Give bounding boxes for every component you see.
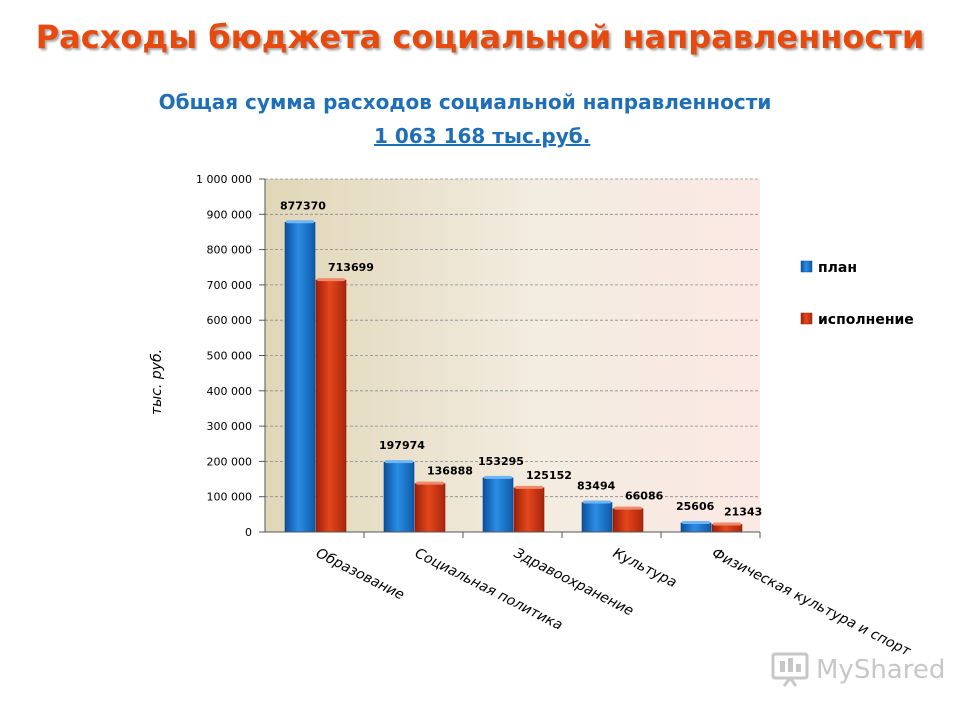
bar-plan-cap — [484, 475, 512, 479]
bar-plan-cap — [286, 220, 314, 224]
data-label-execution: 125152 — [526, 469, 572, 482]
bar-plan — [680, 522, 712, 533]
data-label-plan: 197974 — [379, 439, 425, 452]
legend: план исполнение — [800, 260, 914, 328]
y-tick-label: 1 000 000 — [196, 173, 252, 186]
data-label-plan: 877370 — [280, 199, 326, 212]
x-category-label: Физическая культура и спорт — [709, 545, 913, 660]
bar-execution-cap — [416, 481, 444, 485]
page-title: Расходы бюджета социальной направленност… — [35, 18, 925, 56]
watermark-text: MyShared — [816, 655, 946, 685]
page-subtitle: Общая сумма расходов социальной направле… — [158, 90, 772, 114]
data-label-plan: 83494 — [577, 480, 616, 493]
bar-execution-cap — [614, 506, 642, 510]
bar-plan-cap — [682, 520, 710, 524]
bar-execution-cap — [713, 522, 741, 526]
bar-plan — [581, 502, 613, 533]
y-tick-label: 400 000 — [207, 385, 253, 398]
legend-label-execution: исполнение — [818, 312, 914, 328]
data-label-plan: 153295 — [478, 455, 524, 468]
legend-label-plan: план — [818, 260, 857, 276]
data-label-plan: 25606 — [676, 500, 715, 513]
legend-swatch-execution — [800, 312, 813, 325]
bar-execution — [612, 508, 644, 533]
bar-execution — [513, 487, 545, 533]
bar-execution — [711, 524, 743, 533]
x-category-label: Образование — [313, 545, 407, 603]
y-tick-label: 900 000 — [207, 208, 253, 221]
bar-plan — [383, 461, 415, 533]
data-label-execution: 21343 — [724, 505, 762, 518]
y-tick-label: 600 000 — [207, 314, 253, 327]
y-tick-label: 200 000 — [207, 455, 253, 468]
watermark-logo: MyShared — [770, 652, 945, 688]
bar-execution-cap — [317, 278, 345, 282]
presentation-icon — [771, 652, 809, 687]
y-tick-label: 700 000 — [207, 279, 253, 292]
bar-plan — [482, 477, 514, 533]
data-label-execution: 136888 — [427, 465, 473, 478]
bar-plan-cap — [583, 500, 611, 504]
y-axis-label: тыс. руб. — [149, 349, 165, 415]
bar-execution-cap — [515, 485, 543, 489]
y-tick-label: 100 000 — [207, 491, 253, 504]
bar-execution — [315, 279, 347, 533]
y-tick-label: 500 000 — [207, 350, 253, 363]
data-label-execution: 713699 — [328, 261, 374, 274]
y-tick-label: 800 000 — [207, 244, 253, 257]
y-tick-label: 0 — [245, 526, 252, 539]
bar-execution — [414, 483, 446, 533]
y-tick-label: 300 000 — [207, 420, 253, 433]
total-amount: 1 063 168 тыс.руб. — [374, 124, 591, 148]
legend-swatch-plan — [800, 260, 813, 273]
bar-plan — [284, 221, 316, 533]
x-category-label: Культура — [610, 545, 679, 591]
bar-plan-cap — [385, 460, 413, 464]
data-label-execution: 66086 — [625, 490, 664, 503]
